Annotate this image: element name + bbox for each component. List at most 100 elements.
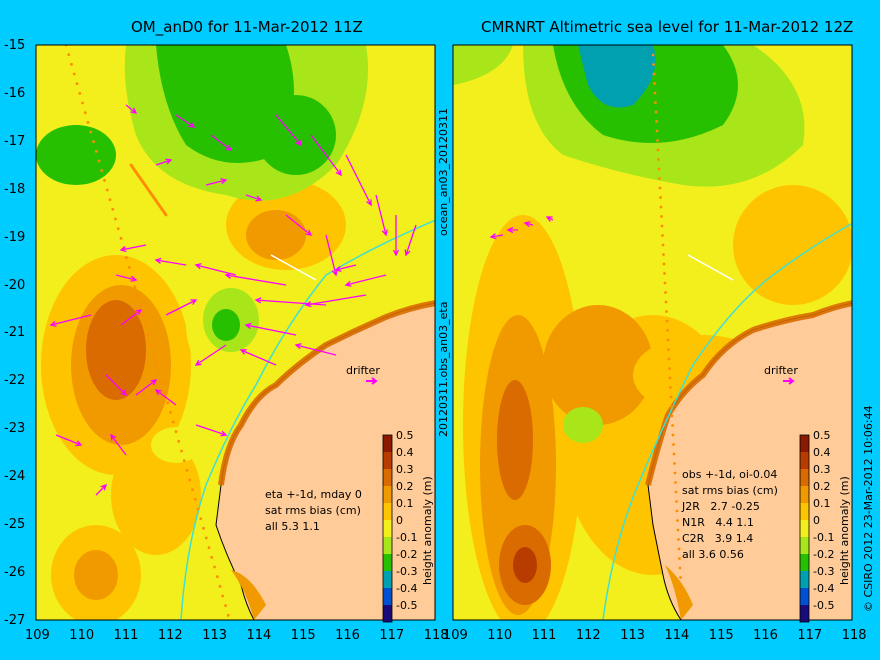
colorbar-swatch [800, 452, 809, 469]
altimeter-track-point [679, 585, 683, 589]
altimeter-track-point [193, 497, 197, 501]
colorbar-tick-label: 0.5 [396, 429, 414, 442]
velocity-vector [285, 214, 313, 236]
copyright-credit: © CSIRO 2012 23-Mar-2012 10:06:44 [862, 405, 875, 612]
anomaly-contour [111, 435, 201, 555]
colorbar-tick-label: 0.2 [396, 480, 414, 493]
x-tick-label: 109 [443, 628, 468, 643]
altimeter-track-point [673, 471, 677, 475]
altimeter-track-point [224, 604, 227, 608]
altimeter-track-point [670, 414, 674, 418]
altimeter-track-point [119, 236, 123, 240]
altimeter-track-point [81, 101, 84, 105]
velocity-vector [310, 134, 342, 177]
x-tick-label: 109 [25, 628, 50, 643]
altimeter-track-point [215, 575, 219, 579]
altimeter-track-point [662, 262, 666, 266]
altimeter-track-point [108, 198, 112, 202]
altimeter-track-point [660, 215, 663, 218]
altimeter-track-point [666, 329, 669, 332]
altimeter-track-point [100, 169, 104, 173]
altimeter-track-point [105, 188, 109, 192]
negative-anomaly-region [36, 125, 116, 185]
velocity-vector [506, 226, 518, 234]
colorbar-tick-label: 0.5 [813, 429, 831, 442]
altimeter-track-point [226, 613, 230, 617]
altimeter-track-point [97, 159, 101, 163]
altimeter-track-point [668, 367, 671, 370]
velocity-vector [195, 424, 228, 437]
colorbar-tick-label: 0.3 [396, 463, 414, 476]
colorbar-swatch [383, 452, 392, 469]
altimeter-track-point [675, 500, 678, 503]
colorbar-swatch [383, 588, 392, 605]
altimeter-track-point [207, 546, 211, 550]
x-tick-label: 111 [113, 628, 139, 643]
colorbar-swatch [800, 588, 809, 605]
altimeter-track-point [671, 433, 675, 437]
x-tick-label: 115 [708, 628, 734, 643]
y-tick-label: -18 [4, 181, 26, 197]
transect-line [687, 254, 734, 281]
altimeter-track-point [661, 243, 665, 247]
velocity-vector [205, 178, 228, 186]
altimeter-track-point [671, 424, 674, 427]
anomaly-contour [246, 210, 306, 260]
y-tick-label: -20 [4, 277, 26, 293]
velocity-vector [165, 299, 198, 316]
colorbar-swatch [383, 520, 392, 537]
velocity-vector [115, 274, 138, 282]
colorbar-tick-label: -0.1 [813, 531, 835, 544]
velocity-vector [120, 309, 143, 326]
velocity-vector [110, 433, 127, 456]
colorbar-tick-label: 0.3 [813, 463, 831, 476]
right-obs-label: 20120311.obs_an03_eta [437, 301, 450, 437]
x-tick-label: 117 [379, 628, 405, 643]
isobath-line [180, 219, 435, 620]
colorbar-swatch [800, 554, 809, 571]
velocity-vector [154, 257, 187, 266]
anomaly-contour [513, 547, 537, 583]
velocity-vector [344, 274, 387, 287]
altimeter-track-point [654, 101, 657, 104]
altimeter-track-point [682, 624, 685, 627]
left-colorbar [382, 434, 393, 623]
altimeter-track-point [652, 63, 655, 66]
altimeter-track-point [171, 420, 175, 424]
colorbar-tick-label: -0.1 [396, 531, 418, 544]
altimeter-track-point [664, 291, 667, 294]
y-tick-label: -17 [4, 133, 26, 149]
altimeter-track-point [67, 53, 71, 57]
velocity-vector [95, 483, 108, 496]
altimeter-track-point [680, 604, 684, 608]
x-tick-label: 110 [69, 628, 95, 643]
anomaly-contour [151, 427, 201, 463]
altimeter-track-point [155, 362, 159, 366]
velocity-vector [294, 343, 337, 356]
altimeter-track-point [103, 178, 106, 182]
right-stats-line: N1R 4.4 1.1 [682, 516, 754, 529]
altimeter-track-point [674, 481, 677, 484]
altimeter-track-point [670, 405, 673, 408]
altimeter-track-point [665, 319, 669, 323]
y-tick-label: -24 [4, 469, 26, 485]
altimeter-track-point [160, 381, 164, 385]
altimeter-track-point [666, 338, 670, 342]
altimeter-track-point [83, 111, 87, 115]
left-model-label: ocean_an03_20120311 [437, 108, 450, 236]
shelf-band [218, 300, 435, 486]
altimeter-track-point [655, 129, 659, 133]
velocity-vector [345, 154, 372, 207]
altimeter-track-point [177, 439, 181, 443]
velocity-vector [49, 314, 92, 327]
x-tick-label: 113 [202, 628, 228, 643]
altimeter-track-point [664, 300, 668, 304]
left-stats-line: sat rms bias (cm) [265, 504, 361, 517]
colorbar-swatch [383, 469, 392, 486]
velocity-vector [239, 349, 277, 366]
velocity-vector [194, 263, 237, 276]
colorbar-tick-label: -0.5 [813, 599, 835, 612]
altimeter-track-point [78, 91, 82, 95]
y-tick-label: -19 [4, 229, 26, 245]
